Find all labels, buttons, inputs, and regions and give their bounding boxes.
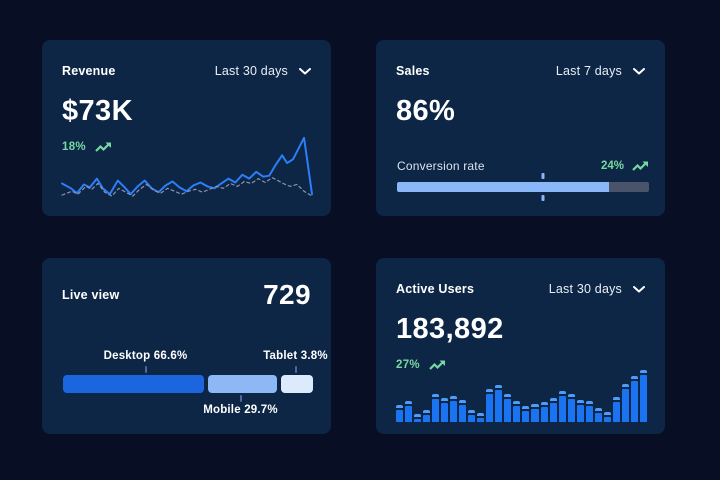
bar (441, 398, 449, 422)
live-view-title: Live view (62, 288, 120, 302)
bar (630, 376, 638, 422)
bar (639, 370, 647, 422)
trending-up-icon (632, 161, 648, 171)
conversion-rate-row: Conversion rate 24% (397, 159, 649, 173)
bar (423, 410, 431, 422)
revenue-value: $73K (62, 95, 133, 127)
dashboard-grid: Revenue Last 30 days $73K 18% Sales Last… (42, 40, 665, 434)
bar (612, 397, 620, 422)
trending-up-icon (429, 360, 445, 370)
progress-fill (397, 182, 609, 192)
bar (486, 389, 494, 422)
active-users-period-dropdown[interactable]: Last 30 days (549, 282, 645, 296)
active-users-bar-chart (396, 370, 647, 422)
bar (477, 413, 485, 422)
segment-desktop (63, 375, 204, 393)
segment-label-desktop: Desktop 66.6% (103, 350, 188, 362)
device-split-chart: Desktop 66.6% Mobile 29.7% Tablet 3.8% (63, 350, 328, 418)
progress-track (397, 182, 649, 192)
bar (414, 414, 422, 422)
bar (567, 394, 575, 422)
bar (504, 394, 512, 422)
chevron-down-icon (299, 67, 311, 74)
revenue-delta-badge: 18% (62, 141, 311, 153)
sales-period-dropdown[interactable]: Last 7 days (556, 64, 645, 78)
revenue-card-header: Revenue Last 30 days (62, 62, 311, 80)
sales-value: 86% (396, 95, 456, 127)
bar (459, 400, 467, 422)
bar (585, 401, 593, 422)
bar (531, 404, 539, 422)
sales-card: Sales Last 7 days 86% Conversion rate 24… (376, 40, 665, 216)
bar (450, 396, 458, 422)
bar (621, 384, 629, 422)
segment-tick-desktop (144, 366, 147, 373)
live-view-value: 729 (263, 279, 311, 310)
bar (603, 412, 611, 422)
segment-tick-mobile (239, 395, 242, 402)
bar (396, 405, 404, 422)
bar (405, 401, 413, 422)
bar (432, 394, 440, 422)
active-users-card: Active Users Last 30 days 183,892 27% (376, 258, 665, 434)
progress-target-marker (541, 173, 545, 179)
bar (495, 385, 503, 422)
bar (513, 401, 521, 422)
revenue-card: Revenue Last 30 days $73K 18% (42, 40, 331, 216)
segment-label-mobile: Mobile 29.7% (203, 404, 278, 416)
segment-tablet (281, 375, 313, 393)
live-view-card: Live view 729 Desktop 66.6% Mobile 29.7% T… (42, 258, 331, 434)
segment-label-tablet: Tablet 3.8% (263, 350, 328, 362)
active-users-value: 183,892 (396, 313, 504, 345)
active-users-card-title: Active Users (396, 282, 475, 296)
device-split-bar (63, 375, 313, 393)
live-view-header: Live view 729 (62, 279, 311, 310)
sales-card-header: Sales Last 7 days (396, 62, 645, 80)
active-users-delta-badge: 27% (396, 359, 645, 371)
active-users-delta-percent: 27% (396, 359, 420, 371)
active-users-period-label: Last 30 days (548, 282, 622, 296)
chevron-down-icon (633, 285, 645, 292)
conversion-rate-label: Conversion rate (397, 159, 485, 173)
revenue-period-label: Last 30 days (214, 64, 288, 78)
conversion-progress-bar (397, 173, 649, 201)
segment-tick-tablet (294, 366, 297, 373)
conversion-delta-badge: 24% (601, 160, 649, 172)
bar (594, 408, 602, 422)
progress-target-marker (541, 195, 545, 201)
active-users-card-header: Active Users Last 30 days (396, 280, 645, 298)
sales-period-label: Last 7 days (555, 64, 622, 78)
bar (522, 406, 530, 422)
sales-card-title: Sales (396, 64, 430, 78)
bar (576, 400, 584, 422)
segment-mobile (208, 375, 277, 393)
revenue-period-dropdown[interactable]: Last 30 days (215, 64, 311, 78)
bar (549, 398, 557, 422)
bar (468, 410, 476, 422)
bar (558, 391, 566, 422)
revenue-delta-percent: 18% (62, 141, 86, 153)
revenue-line-chart (61, 133, 317, 199)
bar (540, 402, 548, 422)
chevron-down-icon (633, 67, 645, 74)
revenue-card-title: Revenue (62, 64, 116, 78)
trending-up-icon (95, 142, 111, 152)
conversion-delta-percent: 24% (600, 160, 624, 172)
